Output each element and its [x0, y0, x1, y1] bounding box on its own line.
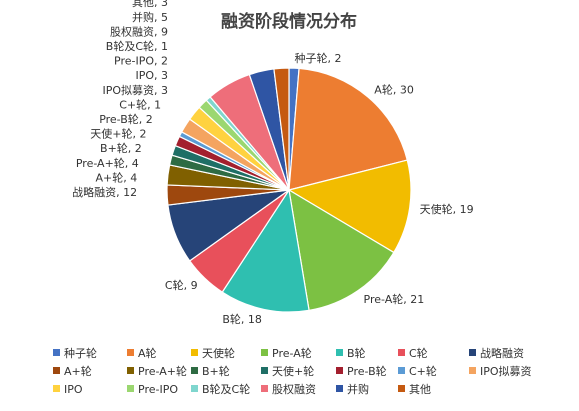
legend-label-14: IPO: [64, 383, 83, 396]
legend-label-11: Pre-B轮: [347, 364, 387, 378]
legend-label-2: 天使轮: [202, 346, 235, 360]
slice-label-10: 天使+轮, 2: [90, 127, 146, 141]
legend-swatch-3: [261, 349, 268, 356]
legend-swatch-18: [336, 385, 343, 392]
legend: 种子轮 A轮 天使轮 Pre-A轮 B轮 C轮 战略融资 A+轮 Pre-A+轮 B+轮 天使+轮 P…: [53, 346, 532, 396]
slice-label-9: B+轮, 2: [100, 141, 142, 155]
slice-label-18: 并购, 5: [132, 10, 168, 24]
slice-label-3: Pre-A轮, 21: [364, 292, 425, 306]
slice-labels: 种子轮, 2 A轮, 30 天使轮, 19 Pre-A轮, 21 B轮, 18 C轮, 9…: [72, 0, 474, 326]
slice-label-1: A轮, 30: [374, 82, 414, 96]
legend-swatch-16: [191, 385, 198, 392]
legend-swatch-2: [191, 349, 198, 356]
slice-label-16: B轮及C轮, 1: [106, 39, 168, 53]
slice-label-15: Pre-IPO, 2: [114, 55, 168, 68]
legend-swatch-9: [191, 367, 198, 374]
slice-label-2: 天使轮, 19: [420, 202, 474, 216]
legend-swatch-13: [469, 367, 476, 374]
legend-swatch-11: [336, 367, 343, 374]
legend-label-7: A+轮: [64, 364, 92, 378]
legend-swatch-0: [53, 349, 60, 356]
legend-label-10: 天使+轮: [272, 364, 314, 378]
legend-label-6: 战略融资: [480, 346, 524, 360]
legend-swatch-1: [127, 349, 134, 356]
chart-title: 融资阶段情况分布: [221, 11, 357, 32]
legend-swatch-5: [398, 349, 405, 356]
slice-label-6: 战略融资, 12: [72, 185, 137, 199]
legend-swatch-7: [53, 367, 60, 374]
pie-slice-3: [288, 188, 395, 312]
legend-label-13: IPO拟募资: [480, 364, 532, 378]
slice-label-19: 其他, 3: [132, 0, 168, 9]
slice-label-7: A+轮, 4: [95, 170, 137, 184]
legend-swatch-8: [127, 367, 134, 374]
pie-slice-1: [288, 67, 408, 191]
legend-swatch-14: [53, 385, 60, 392]
legend-swatch-15: [127, 385, 134, 392]
legend-label-0: 种子轮: [64, 346, 97, 360]
pie-slice-19: [273, 67, 290, 191]
legend-label-17: 股权融资: [272, 383, 316, 396]
legend-label-9: B+轮: [202, 364, 230, 378]
legend-label-19: 其他: [409, 383, 431, 396]
legend-label-5: C轮: [409, 346, 428, 360]
legend-swatch-4: [336, 349, 343, 356]
legend-label-12: C+轮: [409, 364, 437, 378]
slice-label-11: Pre-B轮, 2: [99, 112, 153, 126]
legend-label-8: Pre-A+轮: [138, 364, 187, 378]
legend-label-4: B轮: [347, 346, 366, 360]
slice-label-12: C+轮, 1: [119, 97, 161, 111]
legend-label-15: Pre-IPO: [138, 383, 178, 396]
legend-swatch-6: [469, 349, 476, 356]
legend-swatch-17: [261, 385, 268, 392]
slice-label-17: 股权融资, 9: [110, 25, 168, 38]
pie-slice-4: [221, 188, 310, 313]
legend-label-16: B轮及C轮: [202, 382, 250, 396]
pie-slice-2: [287, 159, 412, 254]
slice-label-0: 种子轮, 2: [295, 51, 342, 65]
slice-label-13: IPO拟募资, 3: [102, 83, 168, 97]
slice-label-5: C轮, 9: [165, 278, 198, 292]
legend-swatch-10: [261, 367, 268, 374]
legend-label-1: A轮: [138, 346, 157, 360]
slice-label-14: IPO, 3: [135, 69, 168, 82]
slice-label-4: B轮, 18: [222, 312, 262, 326]
legend-swatch-19: [398, 385, 405, 392]
legend-label-3: Pre-A轮: [272, 346, 312, 360]
legend-label-18: 并购: [347, 382, 369, 396]
slice-label-8: Pre-A+轮, 4: [76, 156, 139, 170]
pie-slices: [166, 67, 412, 313]
legend-swatch-12: [398, 367, 405, 374]
